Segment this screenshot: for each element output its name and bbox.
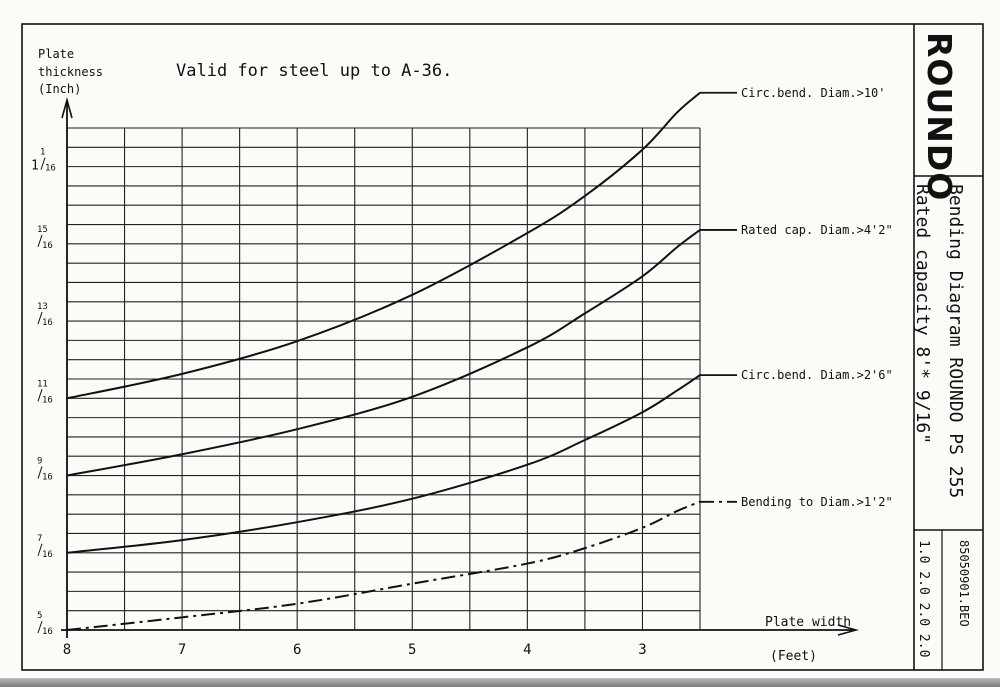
chart-axes: [61, 97, 859, 638]
series-label-3: Circ.bend. Diam.>2'6": [741, 368, 893, 382]
series-label-1: Circ.bend. Diam.>10': [741, 86, 886, 100]
y-tick-denominator: 16: [42, 550, 53, 560]
y-axis-label-line-2: thickness: [38, 65, 103, 79]
y-tick-denominator: 16: [42, 627, 53, 637]
revision-numbers: 1.0 2.0 2.0 2.0: [916, 540, 931, 657]
y-tick-fraction-bar: [37, 620, 43, 634]
sheet-frame: [21, 23, 984, 671]
y-axis-label-line-1: Plate: [38, 47, 74, 61]
y-tick-denominator: 16: [45, 164, 56, 174]
series-line-4: [66, 500, 701, 631]
x-axis-unit: (Feet): [770, 649, 817, 664]
chart-labels: 8 7 6 5 4 35167169161116131615161116Circ.bend…: [31, 86, 893, 658]
x-axis-arrow: [837, 624, 859, 636]
x-tick-label: 8: [63, 642, 71, 658]
y-tick-denominator: 16: [42, 473, 53, 483]
y-tick-numerator: 5: [37, 611, 42, 621]
y-tick-fraction-bar: [37, 466, 43, 479]
chart-grid: [66, 127, 701, 631]
series-line-1: [66, 92, 701, 400]
document-number: 85050901.BEO: [957, 540, 971, 627]
y-tick-label: 916: [37, 457, 53, 483]
x-tick-label: 7: [178, 642, 186, 658]
y-axis-arrow: [61, 97, 73, 119]
y-tick-denominator: 16: [42, 395, 53, 405]
x-tick-label: 4: [523, 642, 531, 658]
y-tick-fraction-bar: [40, 157, 46, 170]
y-tick-label: 716: [37, 534, 53, 560]
y-tick-fraction-bar: [37, 311, 43, 325]
x-tick-label: 6: [293, 642, 301, 658]
y-axis-label-line-3: (Inch): [38, 82, 81, 96]
series-label-4: Bending to Diam.>1'2": [741, 495, 893, 509]
y-tick-label: 11 16: [37, 379, 53, 405]
chart-series: [66, 91, 737, 631]
diagram-title: Bending Diagram ROUNDO PS 255: [945, 184, 966, 498]
y-tick-numerator: 9: [37, 457, 42, 467]
series-line-3: [66, 374, 701, 554]
y-tick-fraction-bar: [37, 543, 43, 556]
x-axis-label: Plate width: [765, 615, 851, 630]
y-tick-numerator: 7: [37, 534, 42, 544]
series-label-2: Rated cap. Diam.>4'2": [741, 223, 893, 237]
x-tick-label: 3: [638, 642, 646, 658]
scan-edge: [0, 678, 1000, 687]
validity-note: Valid for steel up to A-36.: [176, 61, 452, 81]
y-tick-denominator: 16: [42, 318, 53, 328]
y-tick-numerator: 11: [37, 379, 48, 389]
y-tick-fraction-bar: [37, 234, 43, 248]
y-tick-label: 516: [37, 611, 53, 637]
y-tick-fraction-bar: [37, 389, 43, 402]
y-tick-denominator: 16: [42, 241, 53, 251]
y-tick-whole: 1: [31, 159, 39, 174]
diagram-subtitle: Rated capacity 8'* 9/16": [912, 184, 933, 444]
x-tick-label: 5: [408, 642, 416, 658]
y-tick-numerator: 13: [37, 302, 48, 312]
brand-logo-text: ROUNDO: [920, 32, 959, 201]
y-tick-numerator: 1: [40, 148, 45, 158]
y-tick-label: 13 16: [37, 302, 53, 328]
series-line-2: [66, 229, 701, 477]
y-tick-numerator: 15: [37, 225, 48, 235]
